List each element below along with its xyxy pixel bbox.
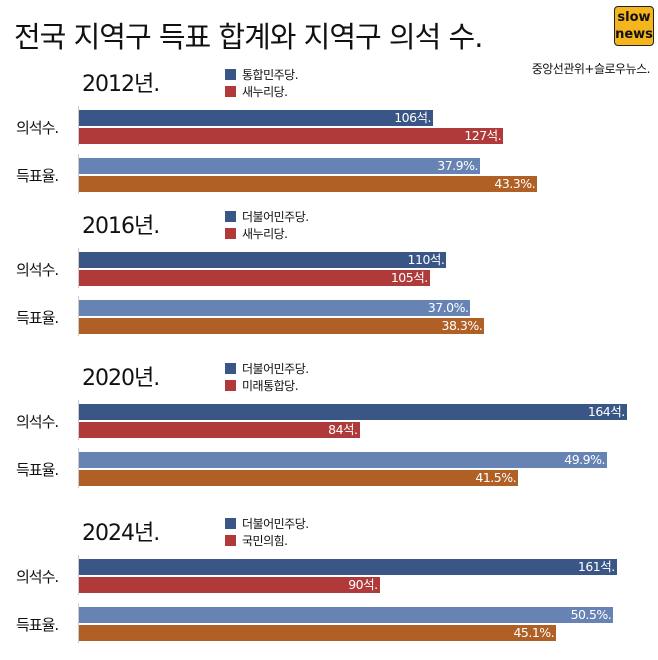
- year-title: 2020년.: [82, 366, 160, 391]
- row-label-seats: 의석수.: [16, 119, 59, 137]
- data-label: 45.1%.: [513, 625, 555, 640]
- axis-line: [78, 248, 79, 288]
- bar-seats-b: 127석.: [79, 128, 504, 144]
- page-title: 전국 지역구 득표 합계와 지역구 의석 수.: [14, 20, 483, 54]
- row-label-votes: 득표율.: [16, 309, 59, 327]
- data-label: 164석.: [587, 404, 625, 419]
- data-label: 105석.: [390, 270, 428, 285]
- legend-label: 미래통합당.: [242, 379, 299, 393]
- data-label: 38.3%.: [441, 318, 483, 333]
- data-label: 43.3%.: [494, 176, 536, 191]
- axis-line: [78, 555, 79, 595]
- legend-item-a: 더불어민주당.: [225, 208, 309, 225]
- legend-item-b: 새누리당.: [225, 83, 288, 100]
- data-label: 49.9%.: [564, 452, 605, 467]
- row-label-votes: 득표율.: [16, 167, 59, 185]
- legend-label: 국민의힘.: [242, 534, 288, 548]
- data-label: 37.0%.: [427, 300, 469, 315]
- axis-line: [78, 154, 79, 194]
- legend-item-a: 더불어민주당.: [225, 515, 309, 532]
- bar-votes-a: 49.9%.: [79, 452, 607, 468]
- row-label-seats: 의석수.: [16, 413, 59, 431]
- logo-line-1: slow: [617, 10, 651, 25]
- data-label: 84석.: [328, 422, 358, 437]
- year-title: 2024년.: [82, 521, 160, 546]
- legend-label: 더불어민주당.: [242, 210, 309, 224]
- legend-swatch: [225, 380, 236, 391]
- data-label: 90석.: [348, 577, 378, 592]
- bar-votes-b: 38.3%.: [79, 318, 485, 334]
- bar-seats-a: 110석.: [79, 252, 447, 268]
- legend-swatch: [225, 86, 236, 97]
- data-label: 161석.: [577, 559, 615, 574]
- legend-label: 더불어민주당.: [242, 517, 309, 531]
- bar-votes-a: 50.5%.: [79, 607, 614, 623]
- legend-swatch: [225, 228, 236, 239]
- data-label: 106석.: [394, 110, 432, 125]
- year-title: 2016년.: [82, 214, 160, 239]
- bar-votes-b: 41.5%.: [79, 470, 519, 486]
- legend-swatch: [225, 363, 236, 374]
- axis-line: [78, 400, 79, 440]
- source-credit: 중앙선관위+슬로우뉴스.: [531, 62, 651, 76]
- legend-swatch: [225, 535, 236, 546]
- bar-votes-b: 43.3%.: [79, 176, 538, 192]
- row-label-seats: 의석수.: [16, 568, 59, 586]
- data-label: 110석.: [407, 252, 445, 267]
- bar-votes-b: 45.1%.: [79, 625, 557, 641]
- row-label-votes: 득표율.: [16, 616, 59, 634]
- row-label-votes: 득표율.: [16, 461, 59, 479]
- data-label: 41.5%.: [475, 470, 517, 485]
- legend-label: 새누리당.: [242, 227, 288, 241]
- axis-line: [78, 603, 79, 643]
- legend-item-b: 국민의힘.: [225, 532, 288, 549]
- bar-seats-a: 161석.: [79, 559, 617, 575]
- bar-seats-a: 164석.: [79, 404, 627, 420]
- legend-item-b: 미래통합당.: [225, 377, 299, 394]
- bar-seats-b: 90석.: [79, 577, 380, 593]
- bar-seats-a: 106석.: [79, 110, 434, 126]
- legend-swatch: [225, 211, 236, 222]
- logo-line-2: news: [615, 27, 653, 42]
- legend-label: 더불어민주당.: [242, 362, 309, 376]
- legend-item-a: 더불어민주당.: [225, 360, 309, 377]
- bar-seats-b: 84석.: [79, 422, 360, 438]
- data-label: 127석.: [464, 128, 502, 143]
- bar-seats-b: 105석.: [79, 270, 430, 286]
- bar-votes-a: 37.0%.: [79, 300, 471, 316]
- data-label: 37.9%.: [437, 158, 478, 173]
- year-title: 2012년.: [82, 72, 160, 97]
- legend-item-b: 새누리당.: [225, 225, 288, 242]
- legend-label: 통합민주당.: [242, 68, 299, 82]
- axis-line: [78, 106, 79, 146]
- axis-line: [78, 448, 79, 488]
- data-label: 50.5%.: [570, 607, 612, 622]
- legend-swatch: [225, 518, 236, 529]
- bar-votes-a: 37.9%.: [79, 158, 480, 174]
- axis-line: [78, 296, 79, 336]
- legend-item-a: 통합민주당.: [225, 66, 299, 83]
- legend-label: 새누리당.: [242, 85, 288, 99]
- row-label-seats: 의석수.: [16, 261, 59, 279]
- slownews-logo: slow news: [614, 6, 654, 46]
- legend-swatch: [225, 69, 236, 80]
